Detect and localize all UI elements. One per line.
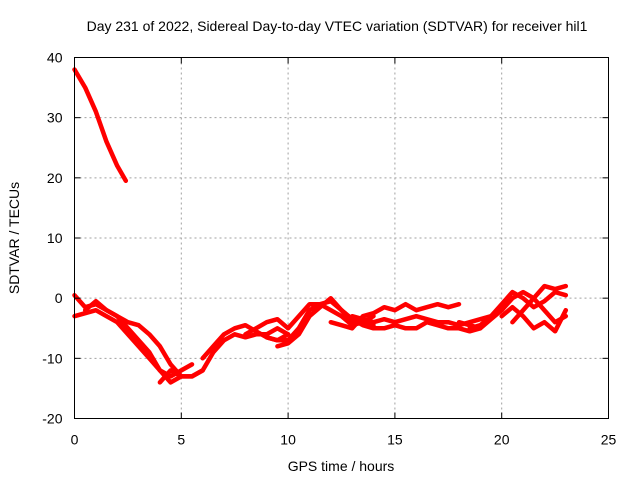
y-tick-label: -20: [42, 411, 62, 427]
series-line-s11: [349, 307, 504, 328]
chart-title: Day 231 of 2022, Sidereal Day-to-day VTE…: [87, 18, 588, 34]
y-tick-label: 10: [47, 230, 63, 246]
x-tick-label: 15: [387, 432, 403, 448]
x-tick-label: 0: [71, 432, 79, 448]
series-line-s16: [510, 283, 569, 325]
series-line-s15: [499, 304, 569, 334]
series-line-s12: [339, 307, 483, 334]
y-tick-label: 20: [47, 170, 63, 186]
y-tick-label: 40: [47, 50, 63, 66]
x-tick-label: 20: [494, 432, 510, 448]
series-line-s9: [275, 295, 355, 349]
series-line-s3: [72, 307, 184, 385]
series-line-s5: [157, 326, 291, 385]
y-tick-label: -10: [42, 350, 62, 366]
y-tick-label: 30: [47, 110, 63, 126]
y-tick-label: 0: [55, 290, 63, 306]
series-line-s10: [328, 301, 462, 331]
series-line-s2: [72, 292, 195, 379]
x-axis-label: GPS time / hours: [288, 458, 395, 474]
series-line-s14: [467, 289, 569, 331]
series-line-s1: [72, 67, 129, 184]
x-tick-label: 25: [601, 432, 617, 448]
axis-ticks: 0 5 10 15 20 25 -20 -10 0 10 20 30 40: [42, 50, 616, 448]
y-axis-label: SDTVAR / TECUs: [6, 182, 22, 294]
data-series: [72, 67, 569, 385]
x-tick-label: 10: [280, 432, 296, 448]
x-tick-label: 5: [177, 432, 185, 448]
